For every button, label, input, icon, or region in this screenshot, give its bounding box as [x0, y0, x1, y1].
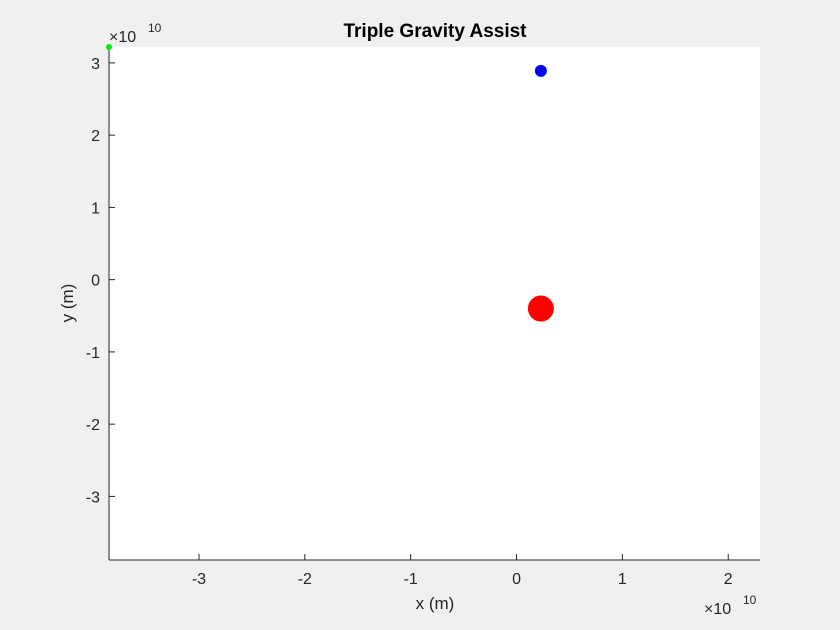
- x-tick-label: -3: [192, 571, 206, 588]
- y-tick-label: 2: [91, 128, 100, 145]
- y-ticks: -3 -2 -1 0 1 2 3: [86, 56, 115, 506]
- data-points: [106, 44, 554, 322]
- y-exponent-label: ×10 10: [109, 21, 162, 46]
- scatter-point: [106, 44, 112, 50]
- x-ticks: -3 -2 -1 0 1 2: [192, 554, 733, 588]
- y-tick-label: -1: [86, 345, 100, 362]
- y-tick-label: -2: [86, 417, 100, 434]
- x-tick-label: 2: [724, 571, 733, 588]
- plot-area: [109, 47, 760, 560]
- svg-text:10: 10: [743, 593, 757, 607]
- y-tick-label: 3: [91, 56, 100, 73]
- x-tick-label: -1: [404, 571, 418, 588]
- scatter-point: [534, 64, 547, 77]
- svg-text:10: 10: [148, 21, 162, 35]
- y-tick-label: -3: [86, 489, 100, 506]
- x-exponent-label: ×10 10: [704, 593, 757, 618]
- scatter-point: [527, 295, 554, 322]
- x-tick-label: 0: [512, 571, 521, 588]
- y-axis-label: y (m): [58, 284, 77, 323]
- chart-title: Triple Gravity Assist: [343, 21, 527, 42]
- y-tick-label: 0: [91, 273, 100, 290]
- svg-text:×10: ×10: [109, 29, 136, 46]
- x-tick-label: -2: [298, 571, 312, 588]
- x-tick-label: 1: [618, 571, 627, 588]
- svg-text:×10: ×10: [704, 601, 731, 618]
- x-axis-label: x (m): [416, 594, 455, 613]
- y-tick-label: 1: [91, 200, 100, 217]
